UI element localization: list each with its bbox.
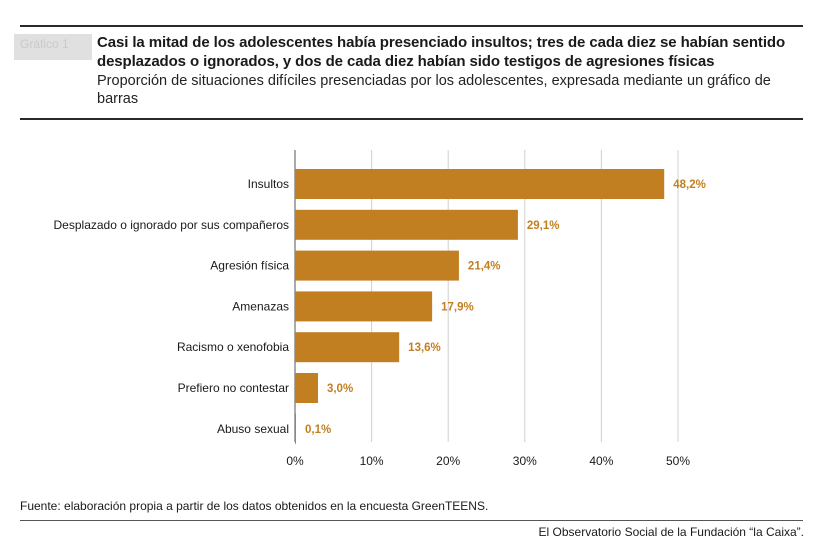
x-tick-label: 20% [436,454,460,468]
bar [295,209,518,240]
header-rule [20,118,803,120]
x-tick-label: 0% [286,454,304,468]
bar [295,291,433,322]
data-label: 0,1% [305,424,331,436]
credit-line: El Observatorio Social de la Fundación “… [538,525,804,539]
figure-tag: Gráfico 1 [14,34,92,60]
data-label: 17,9% [441,301,474,313]
category-label: Agresión física [210,259,289,273]
bar [295,169,665,199]
x-tick-label: 40% [589,454,613,468]
data-label: 21,4% [468,261,501,273]
top-rule [20,25,803,27]
bar-chart: 0% 10% 20% 30% 40% 50% Insultos 48,2% Desplazado… [54,150,706,468]
x-tick-label: 10% [360,454,384,468]
category-label: Insultos [248,177,289,191]
x-tick-label: 50% [666,454,690,468]
footer-rule [20,520,803,521]
bar [295,413,296,444]
data-label: 13,6% [408,342,441,354]
source-note: Fuente: elaboración propia a partir de l… [20,499,489,513]
data-label: 48,2% [673,179,706,191]
data-label: 3,0% [327,383,353,395]
bar [295,332,400,363]
category-label: Abuso sexual [217,422,289,436]
bar [295,250,459,281]
category-label: Desplazado o ignorado por sus compañeros [54,218,289,232]
data-label: 29,1% [527,220,560,232]
chart-subtitle: Proporción de situaciones difíciles pres… [97,73,771,107]
chart-title: Casi la mitad de los adolescentes había … [97,34,786,70]
x-tick-label: 30% [513,454,537,468]
category-label: Racismo o xenofobia [177,340,289,354]
bar [295,373,318,403]
category-label: Amenazas [232,299,289,313]
category-label: Prefiero no contestar [178,381,289,395]
